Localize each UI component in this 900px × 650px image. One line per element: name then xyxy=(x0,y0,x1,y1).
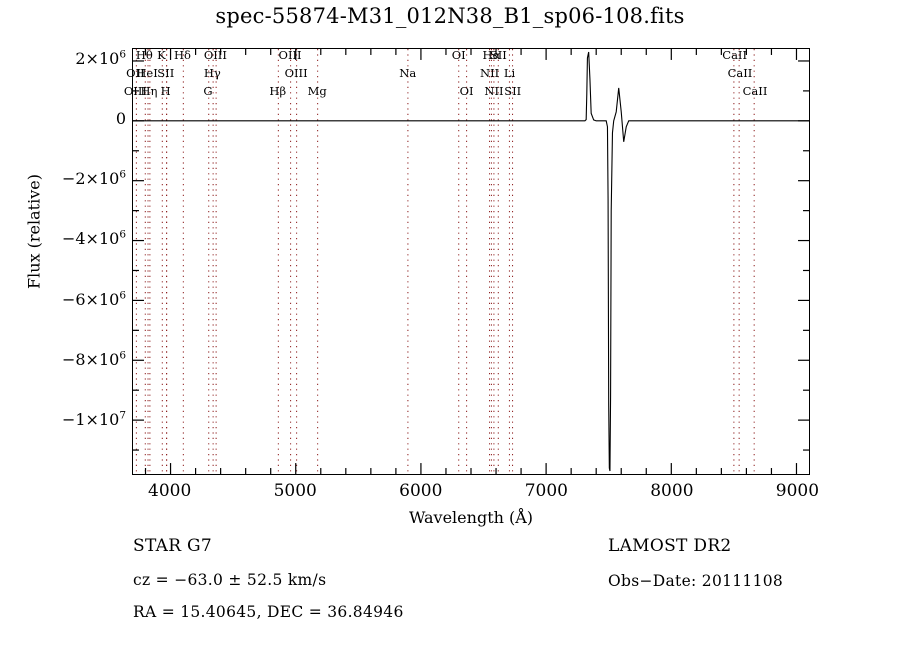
x-axis-tick-label: 7000 xyxy=(524,481,568,501)
spectral-line-guides xyxy=(136,49,754,474)
x-axis-tick-label: 4000 xyxy=(148,481,192,501)
axis-tick-marks xyxy=(133,49,809,474)
x-axis-tick-label: 8000 xyxy=(650,481,694,501)
y-axis-tick-label: 0 xyxy=(115,109,126,129)
x-axis-tick-label: 9000 xyxy=(775,481,820,501)
y-axis-tick-label: −2×106 xyxy=(61,168,126,189)
obs-date-text: Obs−Date: 20111108 xyxy=(608,572,784,590)
y-axis-tick-labels: 2×106 0 −2×106 −4×106 −6×106 −8×106 −1×107 xyxy=(10,48,126,475)
x-axis-tick-label: 6000 xyxy=(399,481,443,501)
spectrum-trace xyxy=(133,49,809,474)
plot-area xyxy=(132,48,810,475)
x-axis-tick-labels: 4000 5000 6000 7000 8000 9000 xyxy=(132,481,819,507)
survey-name-text: LAMOST DR2 xyxy=(608,536,732,556)
y-axis-tick-label: −8×106 xyxy=(61,349,126,369)
flux-curve xyxy=(133,52,809,471)
y-axis-title: Flux (relative) xyxy=(24,174,44,289)
plot-inner xyxy=(133,49,809,474)
x-axis-tick-label: 5000 xyxy=(273,481,317,501)
page-title: spec-55874-M31_012N38_B1_sp06-108.fits xyxy=(215,4,685,28)
y-axis-tick-label: −1×107 xyxy=(61,409,126,429)
x-axis-title: Wavelength (Å) xyxy=(408,508,534,527)
y-axis-tick-label: 2×106 xyxy=(75,48,126,69)
coordinates-text: RA = 15.40645, DEC = 36.84946 xyxy=(133,603,404,621)
y-axis-tick-label: −6×106 xyxy=(61,289,126,309)
y-axis-tick-label: −4×106 xyxy=(61,229,126,249)
redshift-velocity-text: cz = −63.0 ± 52.5 km/s xyxy=(133,571,327,589)
object-class-text: STAR G7 xyxy=(133,536,213,556)
